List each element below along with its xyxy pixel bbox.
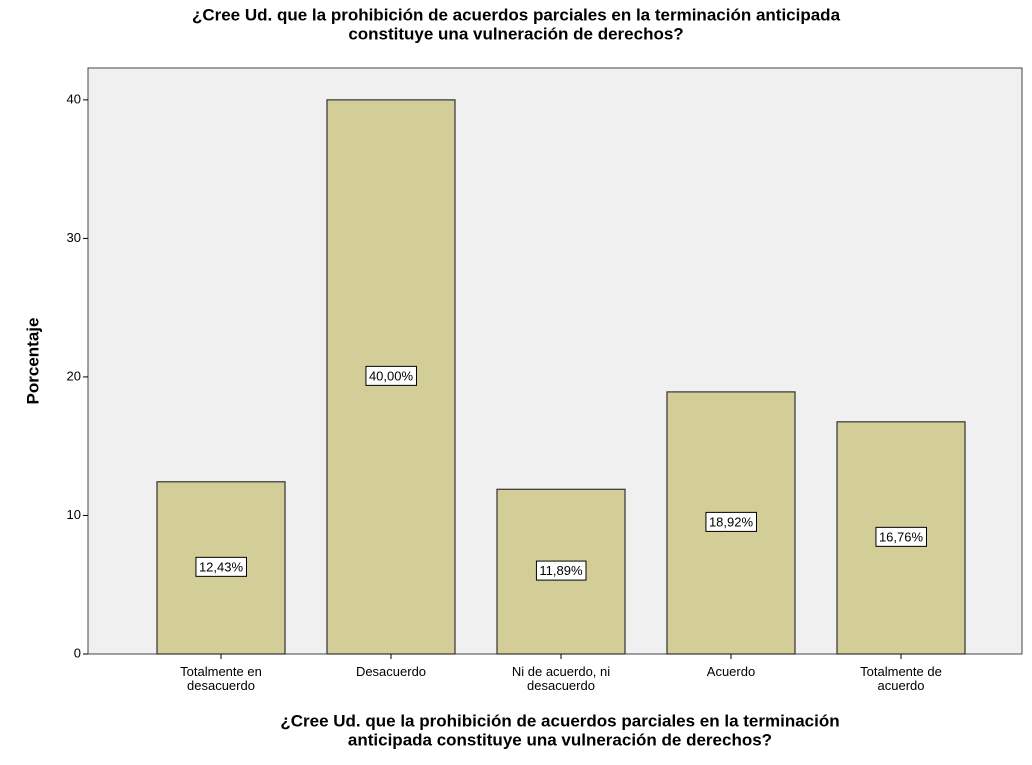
x-tick-label: Totalmente de acuerdo	[860, 664, 942, 693]
chart-title: ¿Cree Ud. que la prohibición de acuerdos…	[192, 5, 841, 24]
y-tick-label: 30	[67, 230, 81, 245]
value-label-box	[365, 365, 417, 386]
value-label: 11,89%	[539, 563, 583, 578]
x-tick-label: Desacuerdo	[355, 664, 427, 679]
value-label-box	[875, 526, 927, 547]
value-label: 16,76%	[879, 529, 924, 544]
chart-title: constituye una vulneración de derechos?	[348, 24, 683, 43]
value-label: 40,00%	[369, 368, 414, 383]
value-label-box	[535, 560, 587, 581]
y-axis-label: Porcentaje	[23, 318, 42, 405]
x-axis-label: anticipada constituye una vulneración de…	[348, 730, 772, 749]
y-tick-label: 40	[67, 91, 81, 106]
x-axis-label: ¿Cree Ud. que la prohibición de acuerdos…	[280, 711, 839, 730]
x-tick-label: Acuerdo	[706, 664, 756, 679]
y-tick-label: 20	[67, 368, 81, 383]
value-label: 12,43%	[199, 559, 244, 574]
x-tick-label: Totalmente en desacuerdo	[180, 664, 262, 693]
value-label-box	[195, 556, 247, 577]
y-tick-label: 10	[67, 507, 81, 522]
y-tick-label: 0	[74, 645, 81, 660]
x-tick-label: Ni de acuerdo, ni desacuerdo	[511, 664, 611, 693]
value-label-box	[705, 511, 757, 532]
value-label: 18,92%	[709, 514, 754, 529]
